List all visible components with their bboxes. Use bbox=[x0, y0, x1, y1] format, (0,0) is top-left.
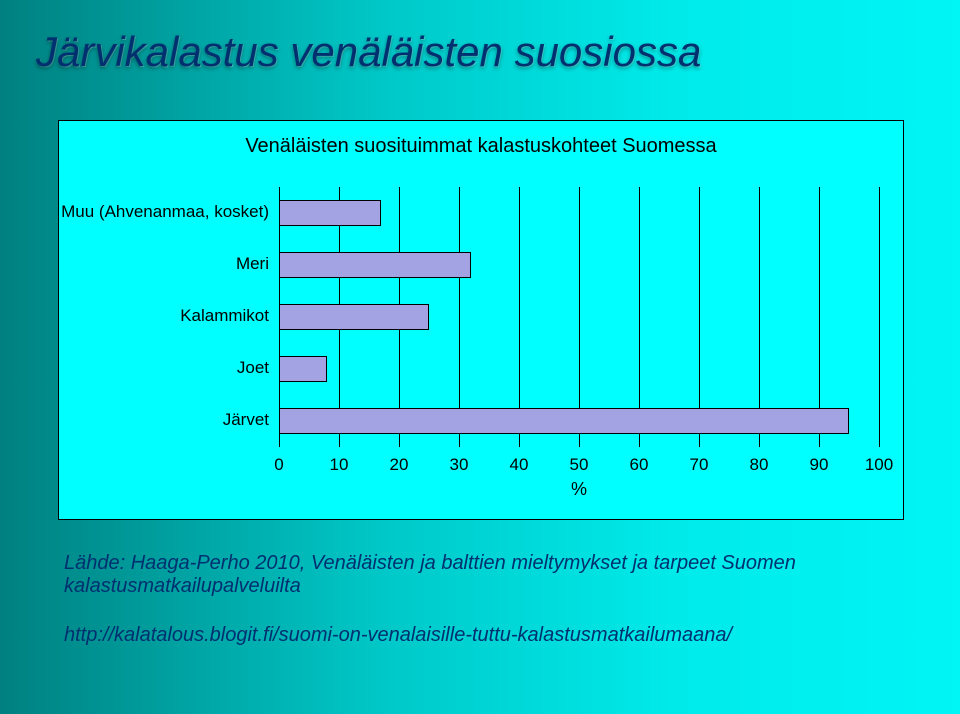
y-category-label: Järvet bbox=[59, 410, 269, 430]
chart-container: Venäläisten suosituimmat kalastuskohteet… bbox=[58, 120, 904, 520]
source-caption: Lähde: Haaga-Perho 2010, Venäläisten ja … bbox=[64, 552, 920, 598]
x-tick-label: 70 bbox=[679, 455, 719, 475]
y-category-label: Meri bbox=[59, 254, 269, 274]
x-tick-label: 90 bbox=[799, 455, 839, 475]
y-category-label: Muu (Ahvenanmaa, kosket) bbox=[59, 202, 269, 222]
source-link[interactable]: http://kalatalous.blogit.fi/suomi-on-ven… bbox=[64, 624, 920, 647]
bar bbox=[279, 252, 471, 278]
x-axis-title: % bbox=[279, 479, 879, 500]
x-tick-label: 80 bbox=[739, 455, 779, 475]
y-category-label: Kalammikot bbox=[59, 306, 269, 326]
x-tick-label: 20 bbox=[379, 455, 419, 475]
x-tick-label: 100 bbox=[859, 455, 899, 475]
plot-area bbox=[279, 187, 879, 447]
x-tick-label: 60 bbox=[619, 455, 659, 475]
x-tick-label: 10 bbox=[319, 455, 359, 475]
x-tick-label: 40 bbox=[499, 455, 539, 475]
chart-title: Venäläisten suosituimmat kalastuskohteet… bbox=[59, 135, 903, 158]
bar bbox=[279, 408, 849, 434]
bar bbox=[279, 356, 327, 382]
bar bbox=[279, 200, 381, 226]
x-tick-label: 0 bbox=[259, 455, 299, 475]
gridline bbox=[879, 187, 880, 447]
slide-title: Järvikalastus venäläisten suosiossa bbox=[36, 28, 924, 76]
x-tick-label: 30 bbox=[439, 455, 479, 475]
x-tick-label: 50 bbox=[559, 455, 599, 475]
y-category-label: Joet bbox=[59, 358, 269, 378]
bar bbox=[279, 304, 429, 330]
